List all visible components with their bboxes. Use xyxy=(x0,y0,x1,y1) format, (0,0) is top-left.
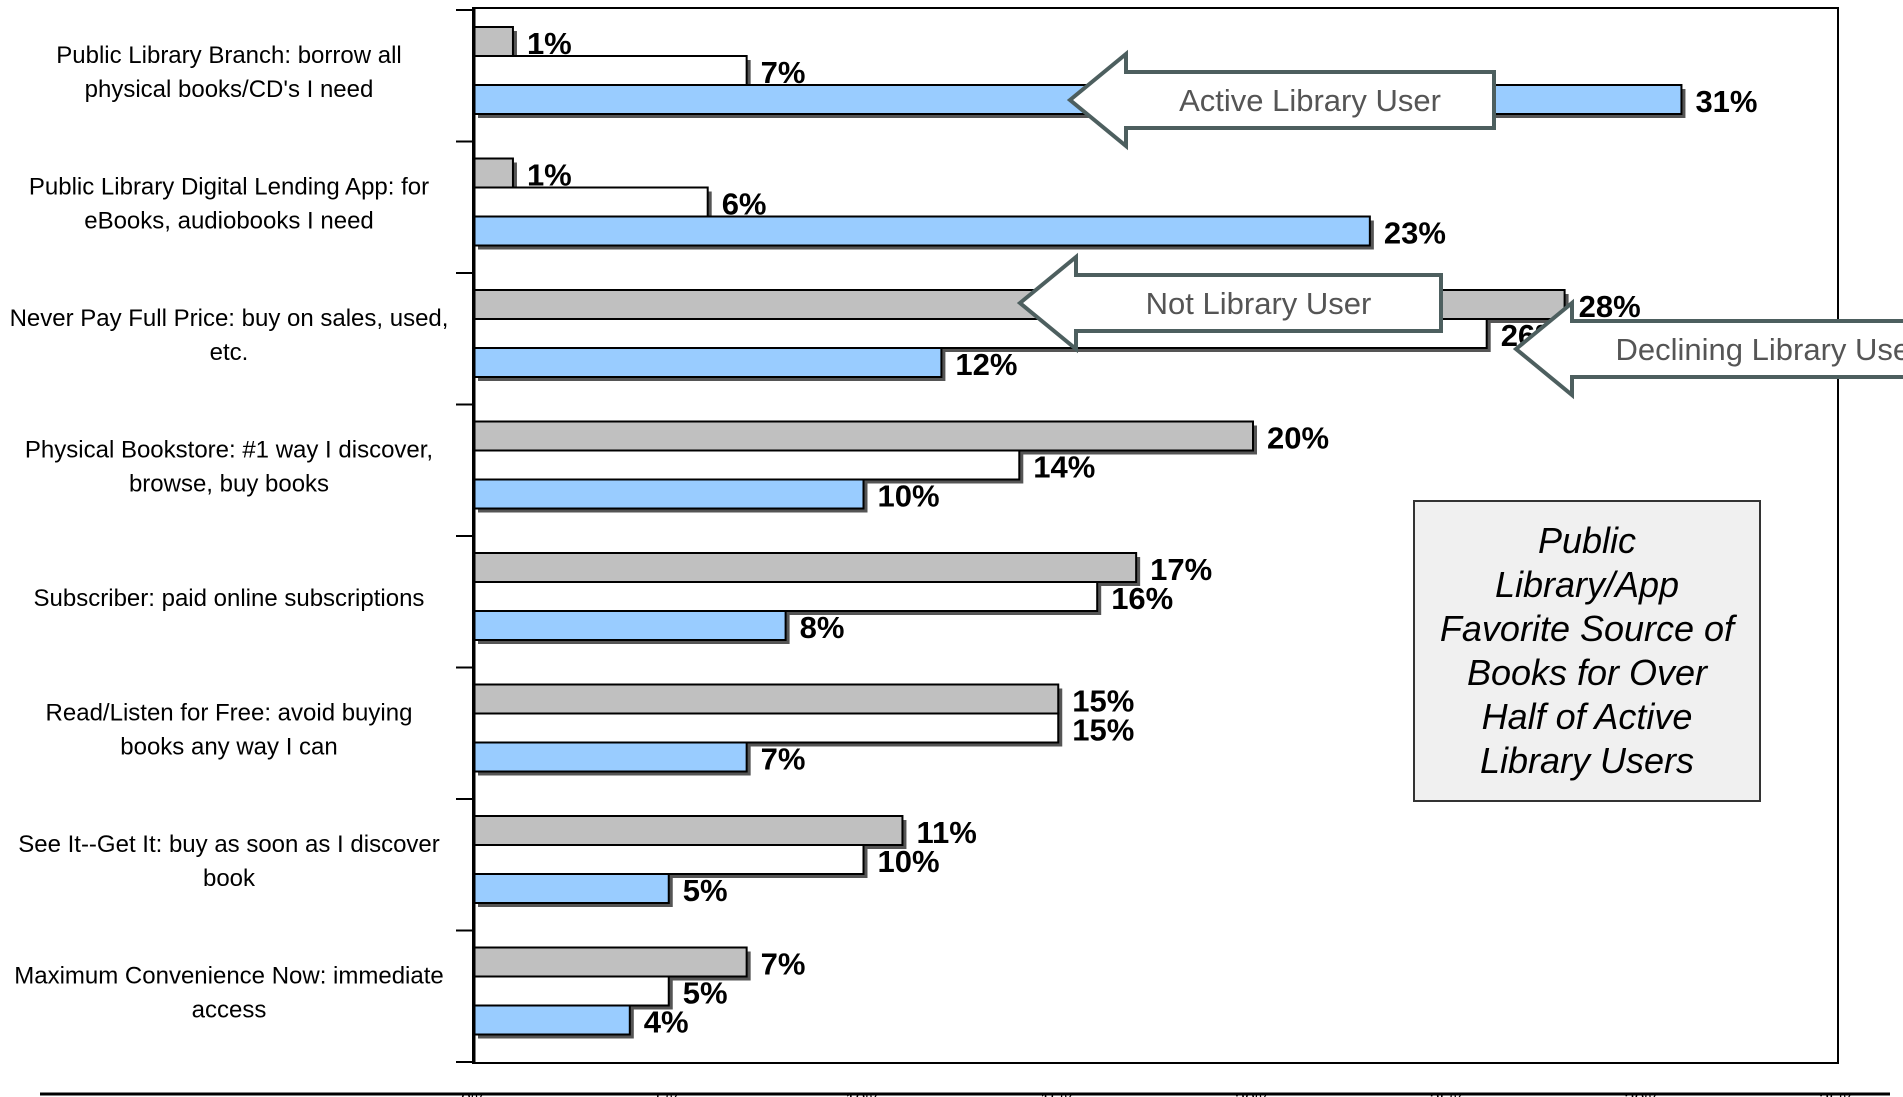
x-tick-label: 10% xyxy=(845,1090,881,1097)
value-label: 14% xyxy=(1033,450,1095,485)
x-tick-label: 25% xyxy=(1430,1090,1466,1097)
bar xyxy=(473,610,787,641)
active-library-user-label: Active Library User xyxy=(1179,83,1441,118)
axes-layer: 0% 5% 10% 15% 20% 25% 30% 35% xyxy=(40,8,1890,1097)
bar xyxy=(473,347,943,378)
bar xyxy=(473,186,709,218)
value-label: 16% xyxy=(1111,581,1173,616)
bar xyxy=(473,946,748,978)
bar xyxy=(473,581,1099,612)
value-label: 15% xyxy=(1072,713,1134,748)
bar xyxy=(473,844,865,875)
value-label: 10% xyxy=(878,479,940,514)
x-tick-label: 0% xyxy=(461,1090,487,1097)
value-label: 7% xyxy=(761,55,806,90)
value-label: 11% xyxy=(916,815,976,850)
active-library-user-arrow xyxy=(1066,49,1496,151)
value-label: 4% xyxy=(644,1005,689,1040)
x-tick-label: 35% xyxy=(1819,1090,1855,1097)
legend-callouts: Active Library User Not Library User Decli… xyxy=(1016,49,1903,400)
value-label: 1% xyxy=(527,158,572,193)
bar xyxy=(473,420,1254,452)
category-label: Public Library Branch: borrow all physica… xyxy=(56,42,401,103)
value-label: 5% xyxy=(683,873,728,908)
category-labels: Public Library Branch: borrow all physica… xyxy=(10,42,449,1024)
x-tick-label: 20% xyxy=(1235,1090,1271,1097)
x-tick-label: 5% xyxy=(656,1090,682,1097)
category-label: Public Library Digital Lending App: for e… xyxy=(29,174,429,235)
value-label: 31% xyxy=(1695,84,1757,119)
bar xyxy=(473,975,670,1007)
bar xyxy=(473,552,1138,583)
bar xyxy=(473,215,1371,247)
category-label: Physical Bookstore: #1 way I discover, br… xyxy=(25,437,433,498)
value-label: 15% xyxy=(1072,684,1134,719)
bars-layer xyxy=(473,26,1686,1039)
bar xyxy=(473,55,748,86)
value-label: 23% xyxy=(1384,216,1446,251)
bar xyxy=(473,873,670,904)
value-label: 1% xyxy=(527,26,572,61)
category-label: Maximum Convenience Now: immediate access xyxy=(14,963,444,1024)
value-label: 7% xyxy=(761,947,806,982)
value-label: 12% xyxy=(955,347,1017,382)
bar xyxy=(473,712,1060,744)
bar xyxy=(473,449,1021,481)
category-label: Read/Listen for Free: avoid buying books … xyxy=(46,700,413,761)
bar xyxy=(473,683,1060,715)
value-label: 17% xyxy=(1150,552,1212,587)
value-label: 8% xyxy=(800,610,845,645)
annotation-text: Public Library/App Favorite Source of Bo… xyxy=(1439,520,1735,781)
category-label: Never Pay Full Price: buy on sales, used… xyxy=(10,305,449,366)
x-tick-label: 30% xyxy=(1624,1090,1660,1097)
x-tick-label: 15% xyxy=(1040,1090,1076,1097)
value-label: 5% xyxy=(683,976,728,1011)
not-library-user-arrow xyxy=(1016,252,1443,354)
bar xyxy=(473,815,904,846)
value-label: 20% xyxy=(1267,421,1329,456)
value-label: 10% xyxy=(878,844,940,879)
declining-library-user-label: Declining Library User xyxy=(1616,332,1903,367)
category-label: See It--Get It: buy as soon as I discove… xyxy=(18,831,440,892)
value-label: 7% xyxy=(761,742,806,777)
bar xyxy=(473,26,514,57)
bar xyxy=(473,1004,631,1036)
declining-library-user-arrow xyxy=(1512,298,1903,400)
bar xyxy=(473,741,748,773)
bar xyxy=(473,157,514,189)
value-label: 6% xyxy=(722,187,767,222)
category-label: Subscriber: paid online subscriptions xyxy=(34,585,425,612)
annotation-box: Public Library/App Favorite Source of Bo… xyxy=(1413,500,1761,802)
bar xyxy=(473,478,865,510)
not-library-user-label: Not Library User xyxy=(1146,286,1372,321)
value-label: 28% xyxy=(1579,289,1641,324)
